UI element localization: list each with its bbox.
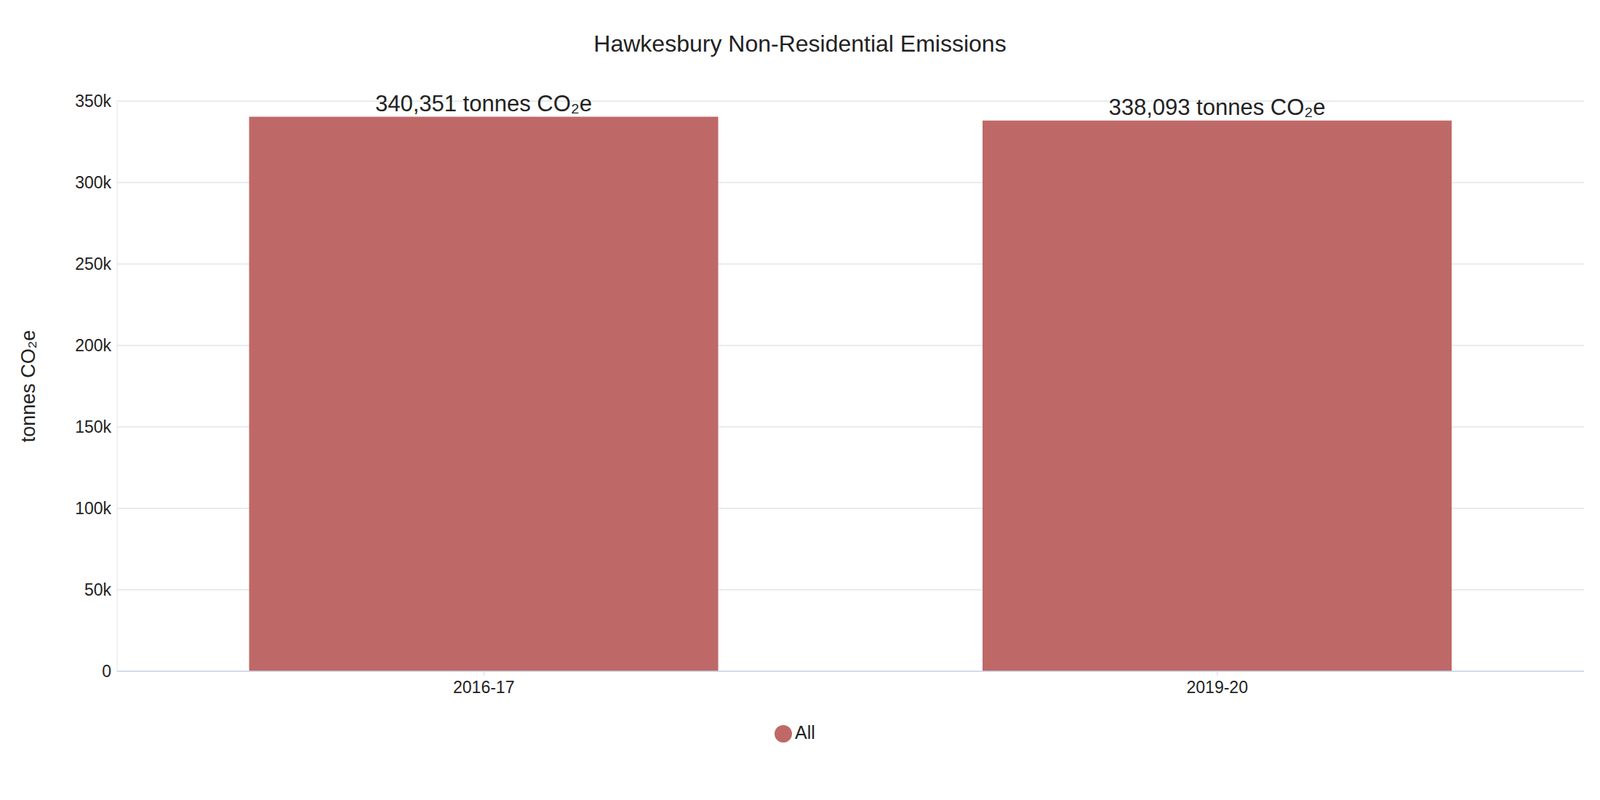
html-text:Hawkesbury Non-Residential Emi: Hawkesbury Non-Residential Emissions bbox=[593, 30, 1007, 57]
svg-text:250k: 250k bbox=[74, 254, 112, 274]
svg-text:2016-17: 2016-17 bbox=[453, 677, 515, 697]
svg-text:100k: 100k bbox=[74, 498, 112, 518]
html-text:All: All bbox=[794, 722, 816, 743]
svg-text:50k: 50k bbox=[84, 580, 112, 600]
svg-text:2019-20: 2019-20 bbox=[1186, 677, 1248, 697]
svg-text:338,093 tonnes CO₂e: 338,093 tonnes CO₂e bbox=[1108, 94, 1326, 120]
svg-text:300k: 300k bbox=[74, 173, 112, 192]
svg-text:340,351 tonnes CO₂e: 340,351 tonnes CO₂e bbox=[375, 90, 592, 117]
svg-text:150k: 150k bbox=[74, 417, 112, 437]
svg-text:350k: 350k bbox=[74, 91, 112, 111]
svg-text:tonnes CO₂e: tonnes CO₂e bbox=[17, 330, 40, 443]
svg-text:0: 0 bbox=[101, 661, 112, 681]
svg-text:200k: 200k bbox=[74, 336, 112, 355]
